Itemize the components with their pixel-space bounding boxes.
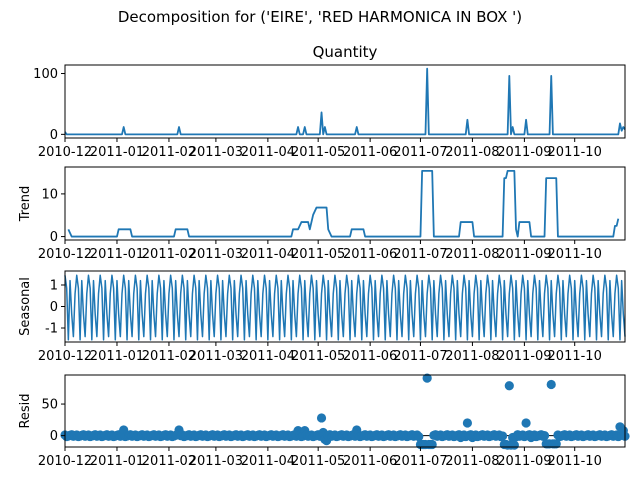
x-tick-label: 2011-09 [497, 349, 551, 364]
x-tick-label: 2011-02 [142, 454, 196, 469]
x-tick-label: 2010-12 [38, 349, 92, 364]
x-tick-label: 2011-04 [241, 349, 295, 364]
x-tick-label: 2011-02 [142, 145, 196, 160]
y-axis-label: Resid [18, 393, 33, 428]
x-tick-label: 2011-07 [393, 145, 447, 160]
x-tick-label: 2011-07 [393, 349, 447, 364]
x-tick-label: 2011-03 [189, 349, 243, 364]
resid-point [551, 439, 561, 449]
y-tick-label: 0 [50, 230, 58, 245]
y-tick-label: 50 [41, 398, 58, 413]
x-tick-label: 2011-03 [189, 145, 243, 160]
resid-point [414, 431, 424, 442]
panel-3: -1012010-122011-012011-022011-032011-042… [18, 270, 626, 364]
x-tick-label: 2011-03 [189, 247, 243, 262]
x-tick-label: 2011-09 [497, 247, 551, 262]
x-tick-label: 2010-12 [38, 454, 92, 469]
axes-frame [64, 166, 626, 241]
resid-point [546, 379, 556, 390]
x-tick-label: 2011-05 [291, 454, 345, 469]
x-tick-label: 2011-04 [241, 247, 295, 262]
resid-point [462, 418, 472, 428]
series-line [64, 67, 626, 136]
panel-title: Quantity [313, 43, 378, 61]
x-tick-label: 2011-02 [142, 349, 196, 364]
x-tick-label: 2011-10 [548, 247, 602, 262]
axes-frame [64, 374, 626, 448]
x-tick-label: 2011-10 [548, 145, 602, 160]
resid-point [504, 381, 514, 391]
resid-point [509, 440, 519, 450]
x-tick-label: 2011-09 [497, 145, 551, 160]
x-tick-label: 2010-12 [38, 247, 92, 262]
x-tick-label: 2011-07 [393, 247, 447, 262]
x-tick-label: 2011-08 [445, 454, 499, 469]
x-tick-label: 2011-08 [445, 145, 499, 160]
y-tick-label: 0 [50, 300, 58, 315]
x-tick-label: 2011-05 [291, 247, 345, 262]
resid-point [521, 418, 531, 428]
x-tick-label: 2011-04 [241, 454, 295, 469]
x-tick-label: 2011-05 [291, 349, 345, 364]
x-tick-label: 2011-08 [445, 247, 499, 262]
y-tick-label: 0 [50, 429, 58, 444]
y-tick-label: 10 [41, 187, 58, 202]
resid-point [539, 431, 550, 441]
resid-point [498, 431, 508, 441]
axes-frame [64, 64, 626, 139]
figure-suptitle: Decomposition for ('EIRE', 'RED HARMONIC… [118, 8, 522, 26]
x-tick-label: 2011-01 [90, 145, 144, 160]
x-tick-label: 2011-06 [343, 247, 397, 262]
x-tick-label: 2011-01 [90, 454, 144, 469]
resid-point [316, 413, 327, 423]
x-tick-label: 2011-01 [90, 349, 144, 364]
panels: 01002010-122011-012011-022011-032011-042… [18, 43, 630, 469]
panel-2: 0102010-122011-012011-022011-032011-0420… [18, 166, 626, 262]
x-tick-label: 2011-04 [241, 145, 295, 160]
x-tick-label: 2011-02 [142, 247, 196, 262]
y-axis-label: Trend [18, 186, 33, 223]
x-tick-label: 2010-12 [38, 145, 92, 160]
resid-point [422, 373, 432, 383]
y-tick-label: 0 [50, 128, 58, 143]
x-tick-label: 2011-10 [548, 454, 602, 469]
x-tick-label: 2011-06 [343, 349, 397, 364]
panel-1: 01002010-122011-012011-022011-032011-042… [33, 43, 626, 160]
series-line [67, 169, 620, 238]
x-tick-label: 2011-08 [445, 349, 499, 364]
x-tick-label: 2011-07 [393, 454, 447, 469]
x-tick-label: 2011-05 [291, 145, 345, 160]
y-tick-label: 1 [50, 278, 58, 293]
y-tick-label: 100 [33, 67, 58, 82]
resid-point [427, 439, 437, 450]
y-axis-label: Seasonal [18, 277, 33, 336]
x-tick-label: 2011-03 [189, 454, 243, 469]
x-tick-label: 2011-01 [90, 247, 144, 262]
seasonal-line [64, 274, 626, 341]
x-tick-label: 2011-09 [497, 454, 551, 469]
y-tick-label: -1 [45, 322, 58, 337]
x-tick-label: 2011-06 [343, 145, 397, 160]
x-tick-label: 2011-10 [548, 349, 602, 364]
panel-4: 0502010-122011-012011-022011-032011-0420… [18, 373, 630, 469]
x-tick-label: 2011-06 [343, 454, 397, 469]
